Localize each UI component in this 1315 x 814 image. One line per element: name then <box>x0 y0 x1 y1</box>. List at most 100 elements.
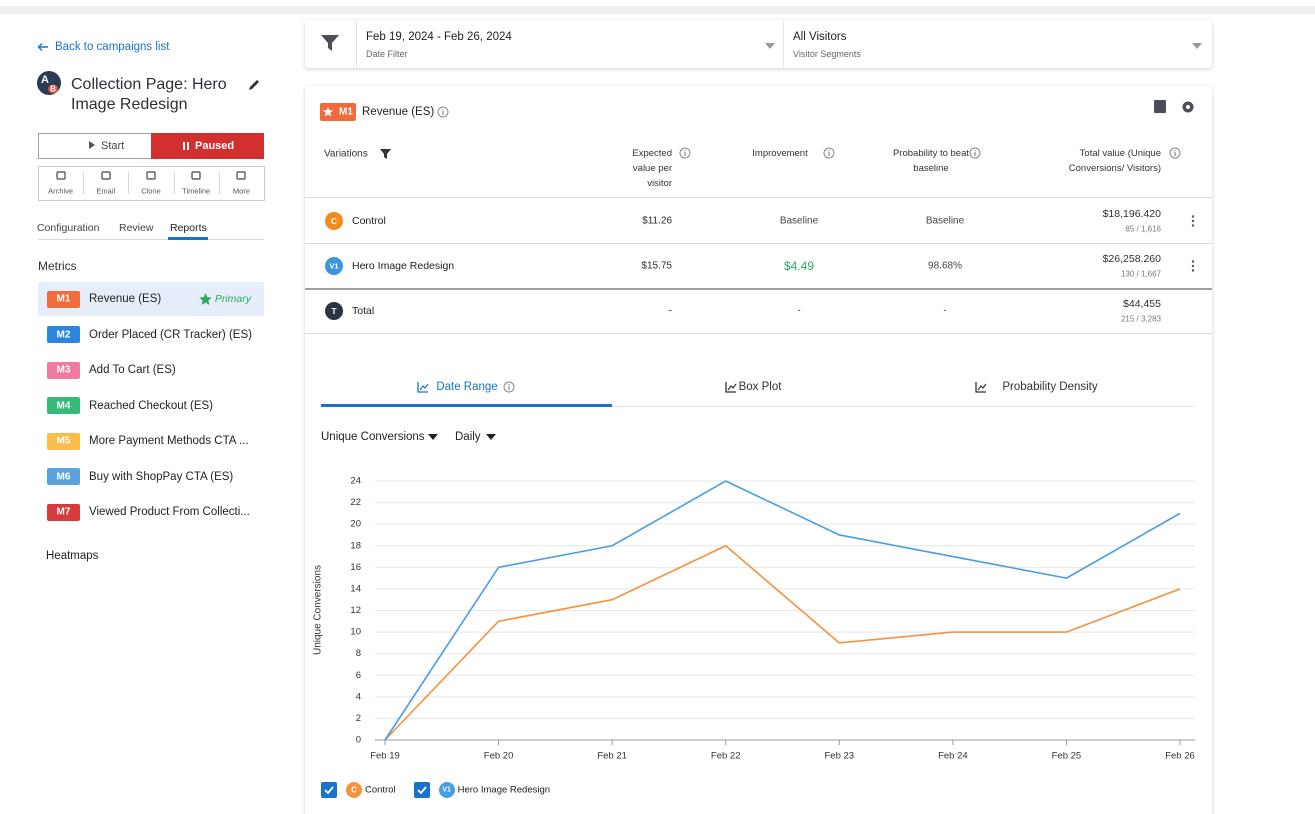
icon-part <box>765 43 775 49</box>
y-axis-label: Unique Conversions <box>313 565 324 655</box>
icon-part <box>380 149 391 159</box>
paused-button[interactable] <box>151 133 264 159</box>
action-icon[interactable] <box>146 171 156 180</box>
variation-name: Hero Image Redesign <box>352 260 455 272</box>
variation-badge <box>438 782 455 798</box>
icon-part <box>823 147 835 159</box>
filter-divider <box>783 20 784 68</box>
icon-part <box>199 293 212 305</box>
chart-tab-rule <box>321 406 1195 407</box>
y-tick-label: 12 <box>350 605 361 616</box>
actions-bar <box>38 166 265 201</box>
selector-caret[interactable] <box>486 434 496 440</box>
probability: - <box>943 305 947 317</box>
metric-code: M4 <box>56 400 71 411</box>
improvement: Baseline <box>779 215 819 227</box>
x-tick-label: Feb 24 <box>938 751 968 762</box>
icon-part <box>183 142 185 150</box>
total-counts: 85 / 1,616 <box>1125 224 1161 234</box>
sidebar-tab[interactable]: Review <box>119 222 154 234</box>
top-strip <box>0 6 1315 14</box>
check-mark <box>416 786 427 794</box>
sidebar-tab[interactable]: Configuration <box>37 222 100 234</box>
metric-badge <box>47 290 80 308</box>
badge-star <box>323 107 333 117</box>
action-label[interactable]: More <box>232 186 250 196</box>
icon-part <box>977 383 987 391</box>
edit-icon[interactable] <box>247 78 261 92</box>
date-range[interactable]: Feb 19, 2024 - Feb 26, 2024 <box>366 31 512 43</box>
metric-badge <box>47 326 80 343</box>
icon-part <box>974 152 976 156</box>
chart-tab[interactable]: Probability Density <box>1002 381 1098 393</box>
icon-part <box>1154 100 1166 113</box>
bookmark-icon[interactable] <box>1154 100 1166 113</box>
back-link[interactable]: Back to campaigns list <box>55 41 170 53</box>
metric-badge <box>47 397 80 414</box>
segment[interactable]: All Visitors <box>793 31 847 43</box>
variations-filter[interactable] <box>380 149 391 159</box>
icon-part <box>323 107 333 117</box>
action-icon[interactable] <box>236 171 246 180</box>
action-icon[interactable] <box>55 171 66 180</box>
selector[interactable]: Unique Conversions <box>321 431 425 443</box>
y-tick-label: 16 <box>350 562 361 573</box>
filter-card <box>305 20 1212 68</box>
legend-checkbox[interactable] <box>321 782 337 798</box>
info-icon <box>437 106 449 118</box>
action-icon[interactable] <box>191 171 201 180</box>
report-metric-name: Revenue (ES) <box>362 106 435 118</box>
y-tick-label: 8 <box>356 648 361 659</box>
report-metric-code: M1 <box>339 106 353 118</box>
icon-part <box>1169 147 1181 159</box>
back-arrow[interactable] <box>37 42 49 52</box>
icon-part <box>419 383 429 391</box>
action-icon[interactable] <box>101 171 111 180</box>
x-tick-label: Feb 25 <box>1052 751 1082 762</box>
total-counts: 130 / 1,667 <box>1120 269 1161 279</box>
icon-part <box>486 434 496 440</box>
info-icon <box>1169 147 1181 159</box>
ab-letter: B <box>48 84 58 94</box>
play-icon <box>89 141 95 149</box>
legend-checkbox[interactable] <box>413 782 430 798</box>
icon-part <box>55 171 66 180</box>
sidebar-tab[interactable]: Reports <box>170 222 207 234</box>
selector-caret[interactable] <box>428 434 438 440</box>
action-label[interactable]: Archive <box>48 186 74 196</box>
icon-part <box>37 43 48 51</box>
settings-icon[interactable] <box>1181 100 1195 114</box>
variation-badge <box>325 257 343 275</box>
row-menu[interactable] <box>1191 215 1195 227</box>
action-divider <box>83 172 85 194</box>
icon-part <box>1186 105 1190 109</box>
variation-badge-label: V1 <box>442 786 451 794</box>
action-label[interactable]: Clone <box>141 186 161 196</box>
icon-part <box>975 382 986 393</box>
chart-tab[interactable]: Date Range <box>436 381 498 393</box>
action-label[interactable]: Timeline <box>182 186 211 196</box>
action-label[interactable]: Email <box>96 186 116 196</box>
chart-tab[interactable]: Box Plot <box>738 381 782 393</box>
metric-code: M3 <box>56 364 71 376</box>
total-value: $26,258.260 <box>1102 253 1161 265</box>
metric-badge <box>47 361 80 379</box>
filter-icon[interactable] <box>321 35 339 51</box>
metrics-heading: Metrics <box>38 259 77 273</box>
info-icon <box>679 147 691 159</box>
total-value: $44,455 <box>1123 298 1161 310</box>
heatmaps-link[interactable]: Heatmaps <box>46 550 99 562</box>
metric-badge <box>47 432 80 450</box>
start-button[interactable] <box>38 133 152 159</box>
icon-part <box>679 147 691 159</box>
icon-part <box>828 150 830 152</box>
date-caption: Date Filter <box>366 49 408 59</box>
dropdown-caret[interactable] <box>765 43 775 49</box>
selector[interactable]: Daily <box>455 431 481 443</box>
row-menu[interactable] <box>1191 260 1195 272</box>
metric-code: M5 <box>56 435 71 447</box>
info-icon <box>503 381 515 393</box>
dropdown-caret[interactable] <box>1192 43 1202 49</box>
metric-code: M6 <box>56 471 71 482</box>
icon-part <box>503 381 515 393</box>
